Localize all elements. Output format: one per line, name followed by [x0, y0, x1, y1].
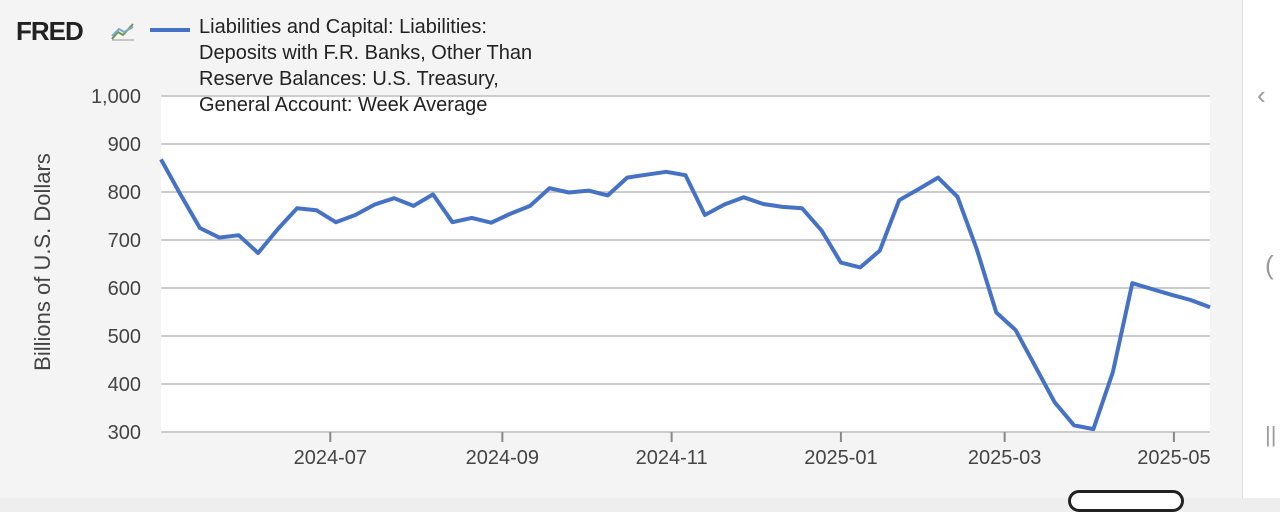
y-tick-label: 900 [108, 134, 141, 156]
legend-label[interactable]: Liabilities and Capital: Liabilities: De… [199, 16, 533, 116]
y-axis-ticks: 300 400 500 600 700 800 900 1,000 [91, 86, 141, 444]
x-axis-ticks: 2024-07 2024-09 2024-11 2025-01 2025-03 2025-… [294, 432, 1211, 469]
pause-icon[interactable]: || [1265, 422, 1277, 447]
x-tick-label: 2025-05 [1137, 447, 1210, 469]
series-group [159, 158, 1211, 432]
y-tick-label: 1,000 [91, 86, 141, 108]
partial-circle-icon: ( [1265, 250, 1274, 280]
chart-icon [111, 23, 134, 41]
y-tick-label: 300 [108, 422, 141, 444]
chevron-left-icon[interactable]: ‹ [1257, 80, 1266, 110]
partial-button[interactable] [1068, 490, 1184, 512]
y-tick-label: 800 [108, 182, 141, 204]
y-tick-label: 700 [108, 230, 141, 252]
x-tick-label: 2025-01 [804, 447, 877, 469]
x-tick-label: 2024-07 [294, 447, 367, 469]
fred-logo[interactable]: FRED [16, 16, 84, 46]
y-tick-label: 400 [108, 374, 141, 396]
x-tick-label: 2024-09 [466, 447, 539, 469]
side-panel: ‹ ( || [1242, 0, 1280, 498]
y-tick-label: 600 [108, 278, 141, 300]
y-tick-label: 500 [108, 326, 141, 348]
x-tick-label: 2024-11 [636, 447, 708, 469]
plot-area [161, 96, 1210, 432]
series-line[interactable] [159, 158, 1211, 432]
y-axis-label: Billions of U.S. Dollars [30, 153, 55, 371]
gridlines [161, 95, 1210, 433]
x-tick-label: 2025-03 [968, 447, 1041, 469]
legend-swatch [150, 28, 190, 32]
